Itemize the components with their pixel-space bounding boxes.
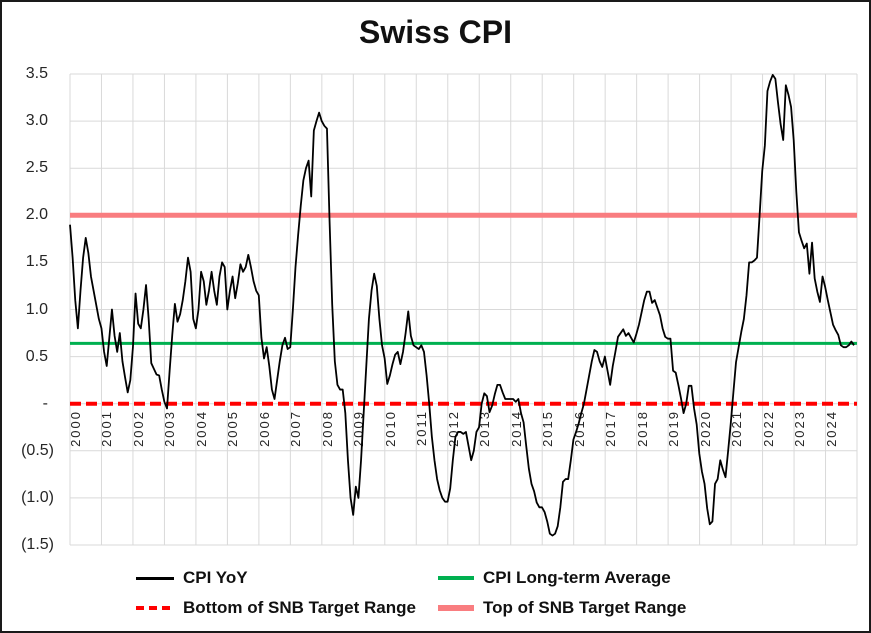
legend-label: CPI Long-term Average bbox=[483, 568, 671, 587]
legend-label: CPI YoY bbox=[183, 568, 248, 587]
legend-item-long-term-average: CPI Long-term Average bbox=[438, 568, 671, 588]
legend-label: Top of SNB Target Range bbox=[483, 598, 687, 617]
x-tick-label: 2004 bbox=[193, 409, 209, 447]
y-tick-label: - bbox=[42, 394, 48, 412]
snb-bottom-line-swatch bbox=[136, 606, 174, 610]
x-tick-label: 2003 bbox=[162, 409, 178, 447]
y-tick-label: 1.0 bbox=[25, 300, 48, 318]
y-tick-label: 2.5 bbox=[25, 159, 48, 177]
x-tick-label: 2008 bbox=[319, 409, 335, 447]
x-tick-label: 2020 bbox=[697, 409, 713, 447]
y-tick-label: 3.5 bbox=[25, 65, 48, 82]
y-tick-label: (1.5) bbox=[21, 536, 54, 553]
x-tick-label: 2009 bbox=[351, 409, 367, 447]
cpi-yoy-line bbox=[69, 74, 855, 537]
y-tick-label: 1.5 bbox=[25, 253, 48, 271]
x-tick-label: 2017 bbox=[603, 409, 619, 447]
y-tick-label: 0.5 bbox=[25, 347, 48, 365]
x-tick-label: 2024 bbox=[823, 409, 839, 447]
x-tick-label: 2007 bbox=[288, 409, 304, 447]
legend-item-cpi-yoy: CPI YoY bbox=[136, 568, 248, 588]
y-tick-label: 3.0 bbox=[25, 112, 48, 130]
x-tick-label: 2014 bbox=[508, 409, 524, 447]
long-term-average-line-swatch bbox=[438, 576, 474, 580]
x-tick-label: 2011 bbox=[414, 409, 430, 446]
x-tick-label: 2019 bbox=[666, 409, 682, 447]
x-tick-label: 2023 bbox=[792, 409, 808, 447]
cpi-yoy-line-swatch bbox=[136, 576, 174, 580]
x-tick-label: 2010 bbox=[382, 409, 398, 447]
x-tick-label: 2018 bbox=[634, 409, 650, 447]
x-tick-label: 2006 bbox=[256, 409, 272, 447]
legend-label: Bottom of SNB Target Range bbox=[183, 598, 416, 617]
chart-title: Swiss CPI bbox=[359, 14, 512, 50]
x-tick-label: 2015 bbox=[540, 409, 556, 447]
x-tick-label: 2002 bbox=[130, 409, 146, 447]
x-tick-label: 2013 bbox=[477, 409, 493, 447]
legend-item-snb-top: Top of SNB Target Range bbox=[438, 598, 686, 618]
x-tick-label: 2021 bbox=[729, 409, 745, 447]
y-tick-label: 2.0 bbox=[25, 206, 48, 224]
legend-item-snb-bottom: Bottom of SNB Target Range bbox=[136, 598, 416, 618]
y-tick-label: (0.5) bbox=[21, 441, 54, 459]
x-tick-label: 2012 bbox=[445, 409, 461, 447]
x-tick-label: 2022 bbox=[760, 409, 776, 447]
x-tick-label: 2016 bbox=[571, 409, 587, 447]
x-tick-label: 2005 bbox=[225, 409, 241, 447]
snb-top-line-swatch bbox=[438, 605, 474, 611]
x-tick-label: 2001 bbox=[99, 409, 115, 447]
y-tick-label: (1.0) bbox=[21, 488, 54, 506]
x-tick-label: 2000 bbox=[68, 409, 83, 447]
